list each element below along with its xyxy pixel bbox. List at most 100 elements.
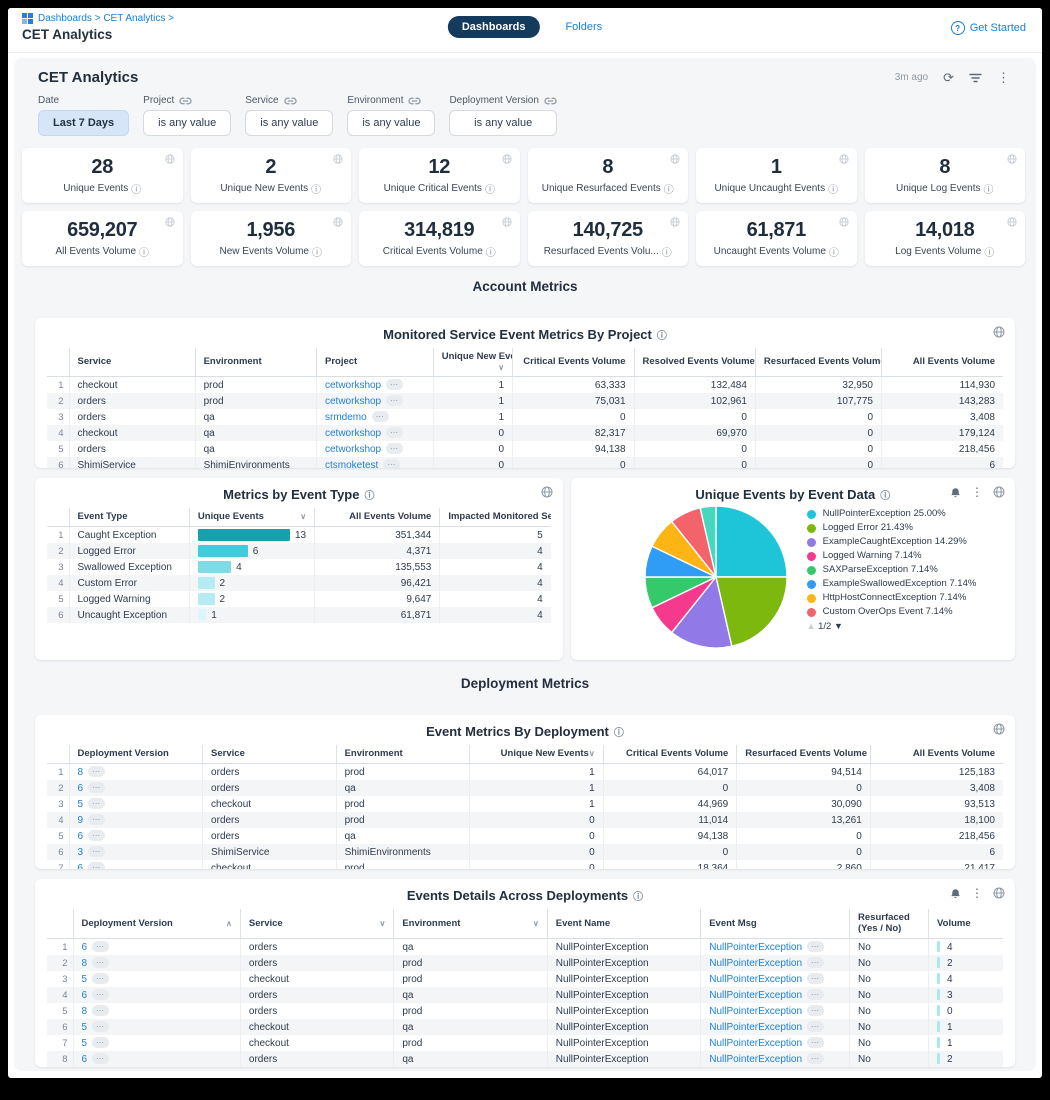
info-icon[interactable]: ⓘ (131, 181, 141, 196)
detail-link[interactable]: NullPointerException (709, 1054, 802, 1065)
project-link[interactable]: cetworkshop (325, 396, 381, 407)
column-header[interactable]: Unique New Events∨ (470, 745, 604, 764)
ellipsis-pill[interactable]: ⋯ (386, 427, 403, 438)
ellipsis-pill[interactable]: ⋯ (92, 1037, 109, 1048)
ellipsis-pill[interactable]: ⋯ (372, 411, 389, 422)
column-header[interactable]: Service∨ (240, 909, 393, 939)
info-icon[interactable]: ⓘ (139, 244, 149, 259)
ellipsis-pill[interactable]: ⋯ (807, 989, 824, 1000)
deployment-version-link[interactable]: 8 (78, 767, 84, 778)
deployment-version-link[interactable]: 3 (78, 847, 84, 858)
detail-link[interactable]: NullPointerException (709, 1038, 802, 1049)
info-icon[interactable]: ⓘ (662, 244, 672, 259)
column-header[interactable]: Environment∨ (394, 909, 547, 939)
sort-desc-icon[interactable]: ∨ (498, 363, 504, 372)
ellipsis-pill[interactable]: ⋯ (807, 1005, 824, 1016)
info-icon[interactable]: ⓘ (311, 181, 321, 196)
info-icon[interactable]: ⓘ (664, 181, 674, 196)
filter-value-button[interactable]: is any value (449, 110, 557, 136)
info-icon[interactable]: ⓘ (880, 487, 890, 502)
kebab-menu-icon[interactable]: ⋮ (971, 486, 983, 498)
ellipsis-pill[interactable]: ⋯ (88, 846, 105, 857)
ellipsis-pill[interactable]: ⋯ (807, 1021, 824, 1032)
detail-link[interactable]: 6 (82, 1054, 88, 1065)
ellipsis-pill[interactable]: ⋯ (807, 1053, 824, 1064)
tab-folders[interactable]: Folders (565, 16, 602, 38)
bell-icon[interactable] (950, 888, 961, 899)
info-icon[interactable]: ⓘ (364, 487, 374, 502)
ellipsis-pill[interactable]: ⋯ (386, 395, 403, 406)
deployment-version-link[interactable]: 6 (78, 863, 84, 869)
filter-icon[interactable] (969, 73, 982, 83)
ellipsis-pill[interactable]: ⋯ (92, 1021, 109, 1032)
column-header[interactable]: Unique Events∨ (189, 508, 314, 527)
detail-link[interactable]: NullPointerException (709, 958, 802, 969)
sort-desc-icon[interactable]: ∨ (589, 749, 595, 758)
sort-asc-icon[interactable]: ∧ (226, 919, 232, 928)
filter-value-button[interactable]: is any value (245, 110, 333, 136)
ellipsis-pill[interactable]: ⋯ (386, 443, 403, 454)
ellipsis-pill[interactable]: ⋯ (807, 1037, 824, 1048)
detail-link[interactable]: NullPointerException (709, 942, 802, 953)
info-icon[interactable]: ⓘ (485, 181, 495, 196)
detail-link[interactable]: 5 (82, 1022, 88, 1033)
detail-link[interactable]: 5 (82, 1038, 88, 1049)
info-icon[interactable]: ⓘ (984, 181, 994, 196)
deployment-version-link[interactable]: 9 (78, 815, 84, 826)
column-header[interactable]: Deployment Version∧ (73, 909, 240, 939)
info-icon[interactable]: ⓘ (614, 724, 624, 739)
ellipsis-pill[interactable]: ⋯ (92, 989, 109, 1000)
info-icon[interactable]: ⓘ (984, 244, 994, 259)
ellipsis-pill[interactable]: ⋯ (807, 957, 824, 968)
deployment-version-link[interactable]: 5 (78, 799, 84, 810)
ellipsis-pill[interactable]: ⋯ (92, 1005, 109, 1016)
breadcrumb[interactable]: Dashboards > CET Analytics > (38, 13, 174, 24)
info-icon[interactable]: ⓘ (829, 244, 839, 259)
sort-desc-icon[interactable]: ∨ (379, 919, 385, 928)
get-started-link[interactable]: ? Get Started (951, 21, 1026, 35)
legend-page-up-icon[interactable]: ▲ (807, 621, 818, 631)
ellipsis-pill[interactable]: ⋯ (92, 1053, 109, 1064)
ellipsis-pill[interactable]: ⋯ (88, 814, 105, 825)
ellipsis-pill[interactable]: ⋯ (88, 798, 105, 809)
ellipsis-pill[interactable]: ⋯ (88, 766, 105, 777)
kebab-menu-icon[interactable]: ⋮ (997, 71, 1010, 84)
detail-link[interactable]: 8 (82, 958, 88, 969)
ellipsis-pill[interactable]: ⋯ (383, 459, 400, 468)
filter-value-button[interactable]: is any value (143, 110, 231, 136)
ellipsis-pill[interactable]: ⋯ (92, 957, 109, 968)
ellipsis-pill[interactable]: ⋯ (386, 379, 403, 390)
project-link[interactable]: cetworkshop (325, 428, 381, 439)
deployment-version-link[interactable]: 6 (78, 783, 84, 794)
ellipsis-pill[interactable]: ⋯ (807, 941, 824, 952)
deployment-version-link[interactable]: 6 (78, 831, 84, 842)
refresh-icon[interactable]: ⟳ (943, 71, 954, 84)
ellipsis-pill[interactable]: ⋯ (92, 941, 109, 952)
detail-link[interactable]: NullPointerException (709, 1022, 802, 1033)
project-link[interactable]: cetworkshop (325, 380, 381, 391)
info-icon[interactable]: ⓘ (633, 888, 643, 903)
bell-icon[interactable] (950, 487, 961, 498)
ellipsis-pill[interactable]: ⋯ (88, 782, 105, 793)
detail-link[interactable]: NullPointerException (709, 990, 802, 1001)
pie-slice[interactable] (716, 506, 787, 577)
detail-link[interactable]: 6 (82, 990, 88, 1001)
legend-page-down-icon[interactable]: ▼ (834, 621, 843, 631)
info-icon[interactable]: ⓘ (486, 244, 496, 259)
ellipsis-pill[interactable]: ⋯ (807, 973, 824, 984)
ellipsis-pill[interactable]: ⋯ (88, 862, 105, 869)
kebab-menu-icon[interactable]: ⋮ (971, 887, 983, 899)
sort-desc-icon[interactable]: ∨ (533, 919, 539, 928)
project-link[interactable]: ctsmoketest (325, 460, 378, 468)
ellipsis-pill[interactable]: ⋯ (92, 973, 109, 984)
project-link[interactable]: srmdemo (325, 412, 367, 423)
detail-link[interactable]: NullPointerException (709, 974, 802, 985)
filter-value-button[interactable]: Last 7 Days (38, 110, 129, 136)
info-icon[interactable]: ⓘ (657, 327, 667, 342)
detail-link[interactable]: 6 (82, 942, 88, 953)
info-icon[interactable]: ⓘ (312, 244, 322, 259)
detail-link[interactable]: 8 (82, 1006, 88, 1017)
column-header[interactable]: Unique New Ever∨ (433, 348, 512, 377)
filter-value-button[interactable]: is any value (347, 110, 435, 136)
project-link[interactable]: cetworkshop (325, 444, 381, 455)
